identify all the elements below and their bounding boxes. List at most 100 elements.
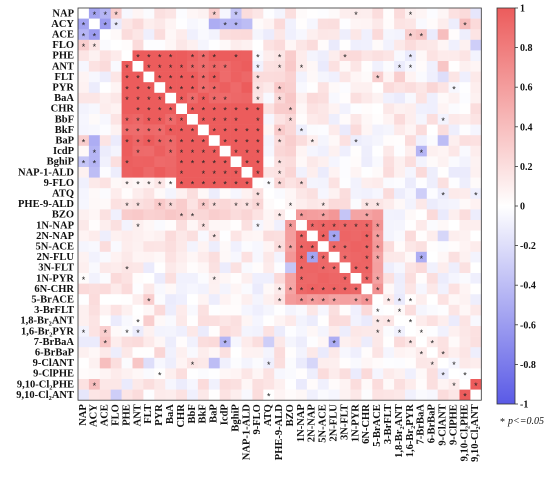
- heatmap-cell: [197, 29, 210, 41]
- heatmap-cell: [176, 304, 188, 316]
- heatmap-cell: [263, 167, 275, 178]
- heatmap-cell: [121, 92, 133, 104]
- heatmap-cell: [132, 283, 144, 295]
- heatmap-cell: [306, 145, 319, 157]
- heatmap-cell: [241, 241, 253, 253]
- significance-star: *: [136, 328, 140, 338]
- heatmap-cell: [165, 8, 177, 19]
- column-label: 1N-PYR: [350, 404, 361, 442]
- heatmap-cell: [165, 177, 177, 189]
- significance-star: *: [125, 328, 129, 338]
- heatmap-cell: [306, 368, 319, 380]
- significance-star: *: [376, 307, 380, 317]
- heatmap-cell: [208, 389, 220, 401]
- heatmap-cell: [154, 18, 166, 30]
- heatmap-cell: [197, 167, 210, 178]
- significance-star: *: [169, 148, 173, 158]
- heatmap-cell: [99, 156, 111, 168]
- heatmap-cell: [241, 220, 253, 231]
- heatmap-cell: [252, 18, 264, 30]
- heatmap-cell: [143, 145, 155, 157]
- heatmap-cell: [241, 304, 253, 316]
- significance-star: *: [300, 243, 304, 253]
- heatmap-cell: [274, 29, 286, 41]
- heatmap-cell: [372, 347, 384, 359]
- heatmap-cell: [328, 389, 340, 401]
- heatmap-cell: [306, 124, 319, 136]
- heatmap-cell: [197, 368, 210, 380]
- heatmap-cell: [154, 177, 166, 189]
- heatmap-cell: [110, 61, 122, 72]
- heatmap-cell: [165, 283, 177, 295]
- heatmap-cell: [361, 124, 373, 136]
- heatmap-cell: [197, 114, 210, 125]
- heatmap-cell: [361, 188, 373, 200]
- heatmap-cell: [252, 92, 264, 104]
- heatmap-cell: [415, 39, 428, 51]
- significance-star: *: [387, 296, 391, 306]
- heatmap-cell: [121, 251, 133, 263]
- significance-star: *: [376, 74, 380, 84]
- heatmap-cell: [197, 304, 210, 316]
- heatmap-cell: [274, 304, 286, 316]
- column-label: 3-BrFLT: [383, 404, 394, 444]
- heatmap-cell: [143, 241, 155, 253]
- significance-star: *: [103, 328, 107, 338]
- heatmap-cell: [88, 71, 101, 83]
- significance-star: *: [278, 296, 282, 306]
- significance-star: *: [158, 74, 162, 84]
- heatmap-cell: [78, 29, 90, 41]
- significance-star: *: [191, 52, 195, 62]
- row-label: 1,6-Br₂PYR: [21, 326, 74, 337]
- significance-star: *: [212, 116, 216, 126]
- heatmap-cell: [350, 188, 362, 200]
- heatmap-cell: [110, 347, 122, 359]
- heatmap-cell: [459, 71, 471, 83]
- heatmap-cell: [230, 18, 242, 30]
- heatmap-cell: [121, 283, 133, 295]
- heatmap-cell: [176, 389, 188, 401]
- heatmap-cell: [296, 389, 308, 401]
- heatmap-cell: [328, 61, 340, 72]
- heatmap-cell: [317, 156, 329, 168]
- heatmap-cell: [187, 220, 199, 231]
- heatmap-cell: [252, 294, 264, 306]
- heatmap-cell: [132, 368, 144, 380]
- significance-star: *: [180, 116, 184, 126]
- significance-star: *: [147, 84, 151, 94]
- heatmap-cell: [78, 18, 90, 30]
- heatmap-cell: [350, 124, 362, 136]
- heatmap-cell: [176, 71, 188, 83]
- heatmap-cell: [187, 114, 199, 125]
- heatmap-cell: [470, 8, 482, 19]
- heatmap-cell: [110, 251, 122, 263]
- heatmap-cell: [78, 71, 90, 83]
- heatmap-cell: [263, 82, 275, 94]
- significance-star: *: [93, 148, 97, 158]
- heatmap-cell: [263, 357, 275, 369]
- significance-star: *: [245, 148, 249, 158]
- heatmap-cell: [241, 61, 253, 72]
- heatmap-cell: [328, 294, 340, 306]
- heatmap-cell: [263, 294, 275, 306]
- heatmap-cell: [285, 304, 297, 316]
- significance-star: *: [343, 254, 347, 264]
- significance-star: *: [93, 381, 97, 391]
- heatmap-cell: [187, 379, 199, 390]
- heatmap-cell: [274, 167, 286, 178]
- heatmap-cell: [197, 18, 210, 30]
- heatmap-cell: [154, 82, 166, 94]
- heatmap-cell: [426, 220, 438, 231]
- heatmap-cell: [252, 177, 264, 189]
- heatmap-cell: [317, 71, 329, 83]
- heatmap-cell: [394, 294, 406, 306]
- heatmap-cell: [208, 209, 220, 221]
- row-label: IcdP: [53, 146, 75, 157]
- heatmap-cell: [372, 39, 384, 51]
- heatmap-cell: [459, 241, 471, 253]
- column-label: FLT: [143, 404, 154, 423]
- significance-star: *: [147, 296, 151, 306]
- heatmap-cell: [350, 18, 362, 30]
- heatmap-cell: [361, 177, 373, 189]
- significance-star: *: [278, 52, 282, 62]
